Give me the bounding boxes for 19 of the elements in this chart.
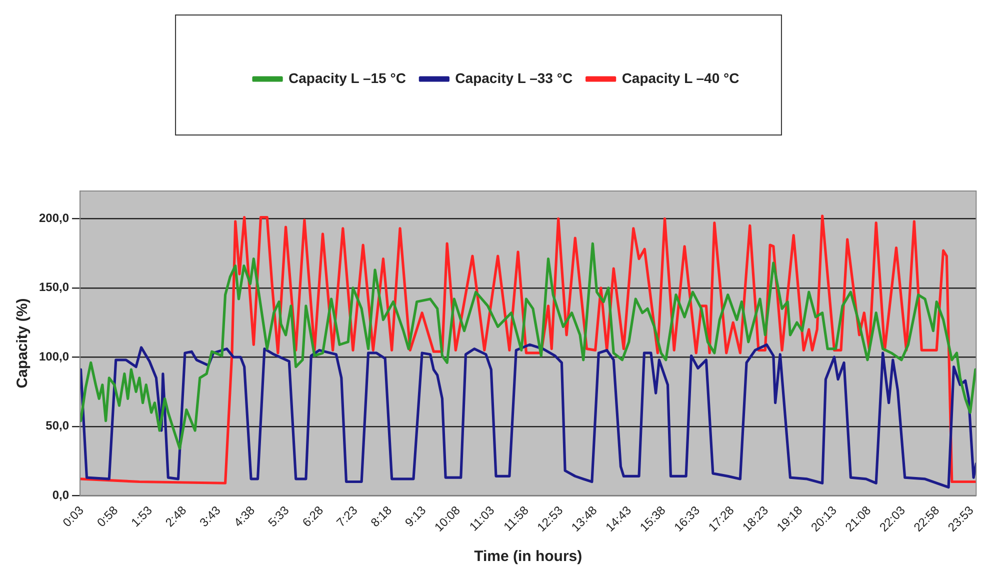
x-axis-title: Time (in hours) (474, 548, 582, 566)
x-tick-label: 9:13 (402, 503, 429, 530)
y-axis-title: Capacity (%) (14, 298, 32, 388)
x-tick-label: 0:58 (94, 503, 121, 530)
y-tick-label: 0,0 (52, 488, 70, 502)
legend-label: Capacity L –40 °C (622, 70, 740, 86)
y-tick-label: 150,0 (39, 280, 70, 294)
y-tick-label: 200,0 (39, 211, 70, 225)
x-tick-label: 0:03 (60, 503, 87, 530)
x-tick-label: 6:28 (300, 503, 326, 530)
x-tick-label: 7:23 (334, 503, 360, 530)
legend-label: Capacity L –33 °C (455, 70, 573, 86)
legend-label: Capacity L –15 °C (288, 70, 406, 86)
x-tick-label: 5:33 (265, 503, 292, 530)
x-tick-label: 4:38 (231, 503, 258, 530)
x-tick-label: 3:43 (196, 503, 224, 530)
y-tick-label: 100,0 (39, 349, 70, 364)
x-tick-label: 8:18 (368, 503, 395, 530)
y-tick-label: 50,0 (46, 418, 70, 433)
